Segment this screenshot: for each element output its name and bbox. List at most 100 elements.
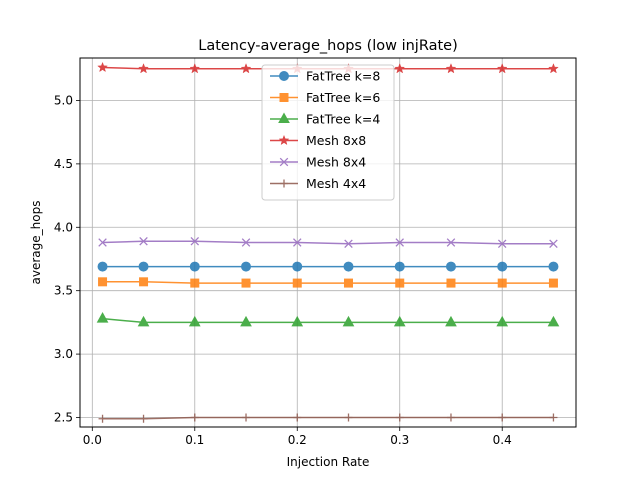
x-tick-label: 0.3 [390, 433, 409, 447]
data-point [291, 315, 304, 327]
legend-box [261, 64, 395, 201]
series-line [102, 317, 554, 324]
series-line [102, 416, 554, 420]
data-point [241, 278, 251, 288]
legend-marker [279, 71, 289, 81]
legend-item [270, 134, 298, 146]
data-point [139, 236, 148, 246]
data-point [395, 278, 405, 288]
axis-ticks: 0.0 0.1 0.2 0.3 0.4 2.5 3.0 3.5 4.0 4.5 5.0 [54, 93, 512, 447]
x-tick-label: 0.2 [288, 433, 307, 447]
data-point [292, 261, 303, 272]
legend-item [270, 112, 298, 123]
legend-item [270, 93, 298, 102]
data-point [189, 261, 200, 272]
legend-marker [279, 93, 289, 102]
chart-title: Latency-average_hops (low injRate) [198, 38, 458, 54]
plot-frame [79, 57, 577, 428]
data-point [241, 238, 251, 247]
y-tick-label: 3.0 [54, 347, 73, 361]
series-fattree-k-6 [98, 277, 558, 288]
data-point [547, 315, 560, 327]
data-point [137, 315, 150, 327]
legend-marker [278, 112, 290, 123]
data-point [394, 63, 406, 74]
legend-label: Mesh 8x4 [306, 155, 366, 170]
data-point [96, 312, 109, 323]
data-point [548, 261, 559, 272]
x-axis-label: Injection Rate [287, 455, 370, 469]
data-point [496, 63, 508, 74]
series-fattree-k-4 [96, 312, 560, 327]
data-point [445, 315, 457, 327]
data-point [498, 413, 507, 422]
data-point [189, 63, 201, 74]
data-point [138, 63, 149, 74]
data-point [240, 63, 252, 74]
legend-item [270, 71, 298, 81]
series-mesh-8x4 [98, 236, 558, 249]
data-point [240, 315, 252, 327]
legend-label: FatTree k=4 [306, 112, 380, 127]
data-point [97, 261, 108, 272]
legend-item [270, 157, 298, 167]
y-tick-label: 4.0 [54, 220, 73, 234]
data-point [446, 238, 456, 247]
data-point [241, 261, 252, 272]
data-point [548, 278, 558, 288]
data-point [395, 238, 404, 247]
x-tick-label: 0.1 [185, 433, 204, 447]
x-tick-label: 0.4 [493, 433, 512, 447]
data-point [446, 278, 456, 288]
legend-marker [278, 134, 290, 146]
data-point [139, 277, 149, 287]
data-point [98, 238, 107, 247]
data-point [190, 278, 200, 288]
data-point [497, 278, 507, 288]
series-fattree-k-8 [97, 261, 559, 272]
legend-marker [279, 157, 289, 167]
y-tick-label: 2.5 [54, 410, 73, 424]
y-tick-label: 3.5 [54, 284, 73, 298]
data-point [292, 238, 302, 247]
legend-item [270, 179, 298, 188]
data-point [344, 413, 353, 422]
data-point [343, 278, 353, 288]
data-point [548, 63, 559, 74]
series-mesh-4x4 [98, 413, 558, 423]
legend-label: Mesh 4x4 [306, 176, 366, 191]
data-point [344, 239, 353, 249]
data-point [98, 414, 107, 423]
data-point [496, 315, 509, 327]
legend-label: Mesh 8x8 [306, 133, 366, 148]
data-point [188, 315, 201, 327]
series-line [102, 240, 554, 245]
data-point [293, 413, 302, 422]
data-point [343, 261, 354, 272]
data-point [446, 413, 455, 422]
data-point [393, 315, 406, 327]
y-tick-label: 4.5 [54, 157, 73, 171]
data-point [98, 277, 108, 287]
legend-marker [280, 179, 288, 188]
data-point [342, 315, 355, 327]
data-point [190, 413, 199, 422]
data-point [190, 236, 200, 246]
data-point [549, 239, 558, 249]
data-point [497, 239, 507, 249]
data-point [497, 261, 508, 272]
y-tick-label: 5.0 [54, 93, 73, 107]
legend: FatTree k=8 FatTree k=6 FatTree k=4 Mesh 8x… [261, 64, 395, 201]
series-line [102, 281, 554, 284]
data-point [292, 278, 302, 288]
data-point [549, 413, 558, 422]
y-axis-label: average_hops [29, 201, 43, 285]
data-point [242, 413, 251, 422]
legend-label: FatTree k=6 [306, 90, 380, 105]
data-point [138, 261, 149, 272]
data-point [445, 63, 457, 74]
data-point [395, 413, 404, 422]
data-point [445, 261, 456, 272]
